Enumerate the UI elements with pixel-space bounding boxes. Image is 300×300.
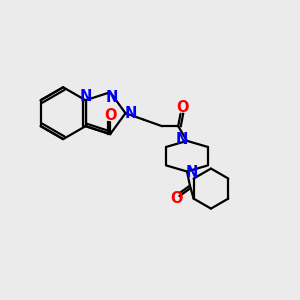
Text: N: N (124, 106, 137, 121)
Text: N: N (176, 132, 188, 147)
Text: N: N (80, 89, 92, 104)
Text: O: O (170, 191, 183, 206)
Text: N: N (186, 165, 199, 180)
Text: O: O (176, 100, 188, 116)
Text: N: N (106, 90, 118, 105)
Text: O: O (104, 108, 116, 123)
